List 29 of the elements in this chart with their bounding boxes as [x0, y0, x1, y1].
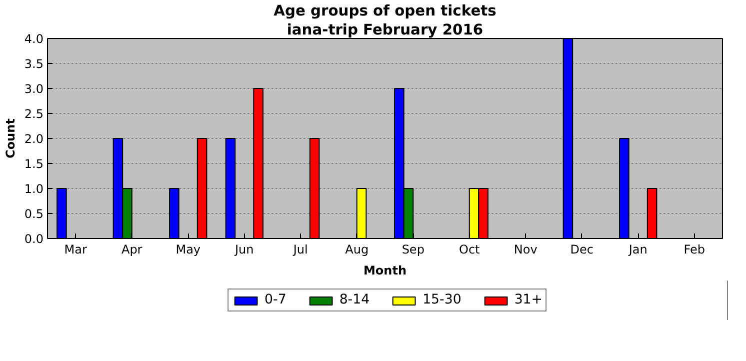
- x-tick-label: Dec: [570, 242, 594, 256]
- chart-title: Age groups of open tickets: [274, 2, 497, 20]
- x-tick-label: Nov: [514, 242, 538, 256]
- x-tick-label: May: [176, 242, 201, 256]
- x-tick-label: Sep: [402, 242, 424, 256]
- legend-label: 8-14: [339, 292, 370, 308]
- x-tick-label: Aug: [345, 242, 369, 256]
- x-tick-label: Mar: [64, 242, 88, 256]
- y-tick-label: 2.5: [24, 107, 44, 121]
- x-tick-label: Jan: [628, 242, 648, 256]
- x-axis-title: Month: [363, 264, 407, 278]
- x-tick-label: Oct: [459, 242, 480, 256]
- x-tick-label: Jul: [292, 242, 308, 256]
- x-tick-label: Jun: [234, 242, 254, 256]
- x-tick-label: Apr: [121, 242, 142, 256]
- y-tick-label: 0.5: [24, 207, 44, 221]
- x-tick-label: Feb: [684, 242, 705, 256]
- y-tick-label: 3.5: [24, 57, 44, 71]
- y-tick-label: 3.0: [24, 82, 44, 96]
- legend-label: 15-30: [422, 292, 462, 308]
- y-tick-label: 1.5: [24, 157, 44, 171]
- y-tick-label: 4.0: [24, 32, 44, 46]
- y-axis-title: Count: [3, 118, 18, 158]
- chart-subtitle: iana-trip February 2016: [286, 22, 484, 38]
- y-tick-label: 0.0: [24, 232, 44, 246]
- y-tick-label: 1.0: [24, 182, 44, 196]
- y-tick-label: 2.0: [24, 132, 44, 146]
- legend-label: 0-7: [264, 292, 286, 308]
- legend-label: 31+: [514, 292, 542, 308]
